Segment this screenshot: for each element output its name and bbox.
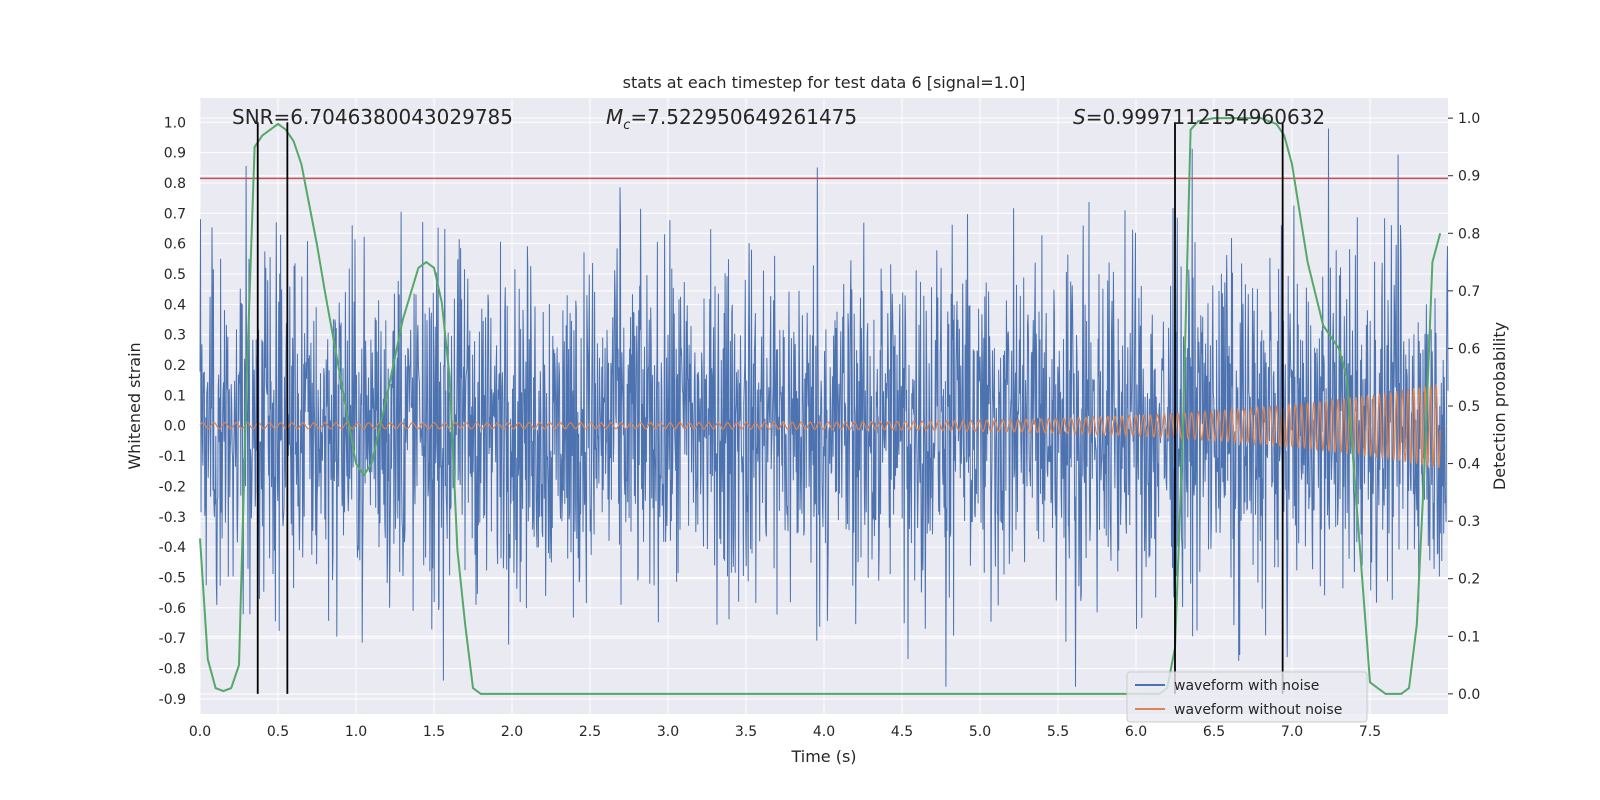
y-tick-label: 0.7 <box>164 206 186 222</box>
y2-tick-label: 1.0 <box>1458 111 1480 127</box>
x-tick-label: 6.0 <box>1125 724 1147 740</box>
y-tick-label: -0.4 <box>159 540 186 556</box>
chirp-trace <box>199 384 1441 468</box>
legend-box <box>1126 671 1368 723</box>
y-axis-label: Whitened strain <box>125 342 144 469</box>
y2-tick-label: 0.0 <box>1458 687 1480 703</box>
x-tick-label: 6.5 <box>1203 724 1225 740</box>
y-tick-label: -0.3 <box>159 510 186 526</box>
y-tick-label: 0.0 <box>164 419 186 435</box>
y-tick-label: -0.6 <box>159 601 186 617</box>
x-tick-label: 5.5 <box>1047 724 1069 740</box>
snr-annotation: SNR=6.7046380043029785 <box>232 105 513 129</box>
y2-tick-labels: 1.0 0.9 0.8 0.7 0.6 0.5 0.4 0.3 0.2 0.1 0.0 <box>1448 111 1480 703</box>
y2-tick-label: 0.8 <box>1458 226 1480 242</box>
y-tick-label: 0.9 <box>164 146 186 162</box>
y-tick-label: -0.1 <box>159 449 186 465</box>
series-waveform-without-noise <box>199 384 1441 468</box>
chirp-mass-subscript: c <box>623 118 630 133</box>
x-tick-label: 7.0 <box>1281 724 1303 740</box>
x-tick-label: 1.0 <box>345 724 367 740</box>
y-tick-label: 0.2 <box>164 358 186 374</box>
y2-tick-label: 0.7 <box>1458 284 1480 300</box>
x-tick-label: 4.5 <box>891 724 913 740</box>
y-tick-label: 0.8 <box>164 176 186 192</box>
y2-tick-label: 0.2 <box>1458 572 1480 588</box>
significance-annotation: S=0.9997112154960632 <box>1073 105 1325 129</box>
chirp-mass-value: =7.522950649261475 <box>630 105 857 129</box>
y2-tick-label: 0.1 <box>1458 629 1480 645</box>
x-tick-label: 3.0 <box>657 724 679 740</box>
y-tick-label: 0.1 <box>164 388 186 404</box>
x-tick-label: 2.5 <box>579 724 601 740</box>
y2-tick-label: 0.5 <box>1458 399 1480 415</box>
y-tick-label: -0.5 <box>159 570 186 586</box>
y2-tick-label: 0.6 <box>1458 341 1480 357</box>
probability-trace <box>199 117 1442 695</box>
legend-label-noise: waveform with noise <box>1174 678 1319 694</box>
x-tick-label: 3.5 <box>735 724 757 740</box>
y-tick-label: 0.6 <box>164 237 186 253</box>
x-tick-label: 5.0 <box>969 724 991 740</box>
x-tick-label: 4.0 <box>813 724 835 740</box>
y-tick-label: 0.4 <box>164 297 186 313</box>
y2-tick-label: 0.9 <box>1458 169 1480 185</box>
legend-label-clean: waveform without noise <box>1174 702 1342 718</box>
y2-axis-label: Detection probability <box>1490 322 1509 490</box>
chirp-mass-annotation: Mc=7.522950649261475 <box>606 105 857 133</box>
y-tick-label: -0.8 <box>159 661 186 677</box>
x-tick-label: 2.0 <box>501 724 523 740</box>
legend: waveform with noise waveform without noi… <box>1126 671 1368 723</box>
chart-title: stats at each timestep for test data 6 [… <box>623 73 1026 92</box>
y-tick-label: 1.0 <box>164 115 186 131</box>
series-detection-probability <box>199 117 1442 695</box>
significance-value: =0.9997112154960632 <box>1086 105 1325 129</box>
x-tick-labels: 0.0 0.5 1.0 1.5 2.0 2.5 3.0 3.5 4.0 4.5 5.0 5.5 6.0 6… <box>189 724 1381 740</box>
x-tick-label: 1.5 <box>423 724 445 740</box>
y2-tick-label: 0.4 <box>1458 457 1480 473</box>
y2-tick-label: 0.3 <box>1458 514 1480 530</box>
x-tick-label: 0.5 <box>267 724 289 740</box>
y-tick-label: -0.9 <box>159 692 186 708</box>
y-tick-label: -0.2 <box>159 479 186 495</box>
chirp-mass-symbol: M <box>606 105 623 129</box>
x-axis-label: Time (s) <box>790 747 856 766</box>
y-tick-label: -0.7 <box>159 631 186 647</box>
significance-symbol: S <box>1073 105 1086 129</box>
x-tick-label: 0.0 <box>189 724 211 740</box>
x-tick-label: 7.5 <box>1359 724 1381 740</box>
y-tick-label: 0.3 <box>164 328 186 344</box>
y-tick-labels: 1.0 0.9 0.8 0.7 0.6 0.5 0.4 0.3 0.2 0.1 0.0 -0.1 -0.… <box>159 115 186 708</box>
y-tick-label: 0.5 <box>164 267 186 283</box>
vertical-markers <box>256 122 1284 694</box>
